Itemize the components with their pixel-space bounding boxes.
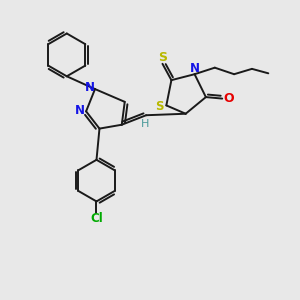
- Text: Cl: Cl: [90, 212, 103, 225]
- Text: S: S: [156, 100, 164, 113]
- Text: O: O: [224, 92, 234, 105]
- Text: N: N: [85, 81, 95, 94]
- Text: N: N: [75, 104, 85, 117]
- Text: S: S: [158, 51, 167, 64]
- Text: H: H: [140, 119, 149, 129]
- Text: N: N: [190, 62, 200, 75]
